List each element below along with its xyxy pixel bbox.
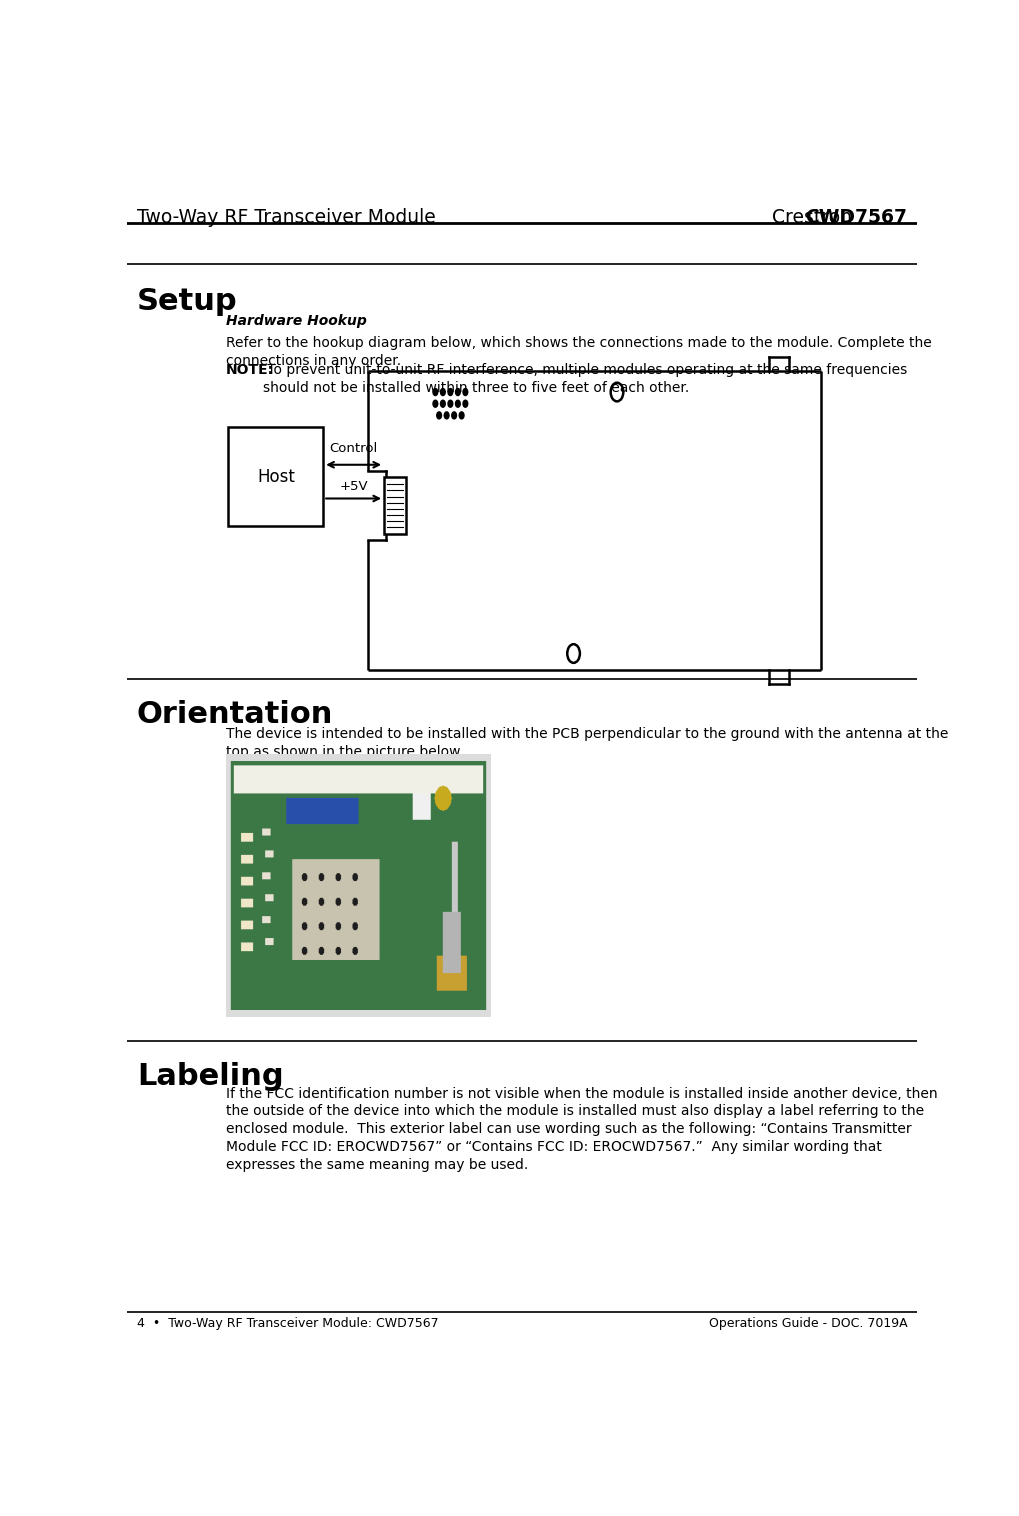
Text: Two-Way RF Transceiver Module: Two-Way RF Transceiver Module bbox=[137, 208, 435, 226]
Text: To prevent unit-to-unit RF interference, multiple modules operating at the same : To prevent unit-to-unit RF interference,… bbox=[263, 362, 908, 394]
Circle shape bbox=[448, 388, 452, 396]
Circle shape bbox=[440, 400, 445, 408]
Circle shape bbox=[463, 388, 468, 396]
Text: Operations Guide - DOC. 7019A: Operations Guide - DOC. 7019A bbox=[709, 1316, 908, 1330]
Text: CWD7567: CWD7567 bbox=[806, 208, 908, 226]
Circle shape bbox=[455, 388, 461, 396]
Bar bbox=[384, 478, 407, 535]
Circle shape bbox=[448, 400, 452, 408]
Circle shape bbox=[433, 388, 438, 396]
Text: If the FCC identification number is not visible when the module is installed ins: If the FCC identification number is not … bbox=[226, 1087, 937, 1172]
Bar bbox=[228, 428, 323, 526]
Circle shape bbox=[460, 412, 464, 418]
Text: Host: Host bbox=[257, 467, 294, 485]
Text: Setup: Setup bbox=[137, 287, 237, 315]
Circle shape bbox=[433, 400, 438, 408]
Text: Orientation: Orientation bbox=[137, 700, 333, 729]
Text: Control: Control bbox=[329, 443, 378, 455]
Circle shape bbox=[437, 412, 441, 418]
Circle shape bbox=[444, 412, 449, 418]
Circle shape bbox=[451, 412, 457, 418]
Circle shape bbox=[455, 400, 461, 408]
Text: The device is intended to be installed with the PCB perpendicular to the ground : The device is intended to be installed w… bbox=[226, 728, 949, 760]
Circle shape bbox=[440, 388, 445, 396]
Text: Refer to the hookup diagram below, which shows the connections made to the modul: Refer to the hookup diagram below, which… bbox=[226, 337, 931, 368]
Text: NOTE:: NOTE: bbox=[226, 362, 274, 377]
Text: 4  •  Two-Way RF Transceiver Module: CWD7567: 4 • Two-Way RF Transceiver Module: CWD75… bbox=[137, 1316, 438, 1330]
Text: Labeling: Labeling bbox=[137, 1063, 283, 1092]
Text: Hardware Hookup: Hardware Hookup bbox=[226, 314, 367, 327]
Circle shape bbox=[463, 400, 468, 408]
Text: Crestron: Crestron bbox=[771, 208, 858, 226]
Text: +5V: +5V bbox=[339, 479, 368, 493]
